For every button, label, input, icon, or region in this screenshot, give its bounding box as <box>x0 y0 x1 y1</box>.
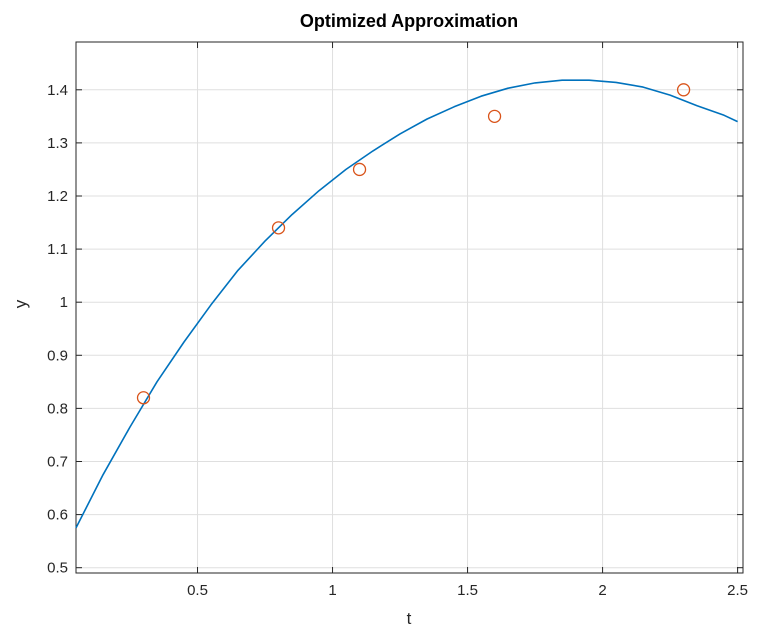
y-axis-label: y <box>11 299 30 308</box>
x-tick-label: 2 <box>598 582 606 599</box>
y-tick-label: 0.5 <box>47 560 68 577</box>
x-tick-label: 1 <box>328 582 336 599</box>
chart-title: Optimized Approximation <box>300 11 518 31</box>
data-point-marker <box>487 109 502 123</box>
data-point-marker <box>136 391 151 405</box>
data-point-marker <box>271 221 286 235</box>
y-tick-label: 1 <box>60 294 68 311</box>
plot-area <box>75 41 744 574</box>
y-tick-label: 0.6 <box>47 507 68 524</box>
y-tick-label: 0.9 <box>47 347 68 364</box>
y-tick-label: 1.1 <box>47 241 68 258</box>
axis-ticks: 0.5 1 1.5 2 2.5 0.5 0.6 0.7 0.8 0.9 1 1.1 1.2 1.3 1.4 <box>47 42 748 599</box>
grid-lines <box>76 42 743 573</box>
data-series <box>75 79 738 529</box>
data-point-marker <box>676 83 691 97</box>
data-point-marker <box>352 162 367 177</box>
x-tick-label: 0.5 <box>187 582 208 599</box>
y-tick-label: 1.4 <box>47 82 68 99</box>
y-tick-label: 1.2 <box>47 188 68 205</box>
y-tick-label: 1.3 <box>47 135 68 152</box>
y-tick-label: 0.7 <box>47 453 68 470</box>
x-tick-label: 1.5 <box>457 582 478 599</box>
fit-curve-line <box>75 79 738 529</box>
x-tick-label: 2.5 <box>727 582 748 599</box>
x-axis-label: t <box>407 609 412 628</box>
y-tick-label: 0.8 <box>47 400 68 417</box>
